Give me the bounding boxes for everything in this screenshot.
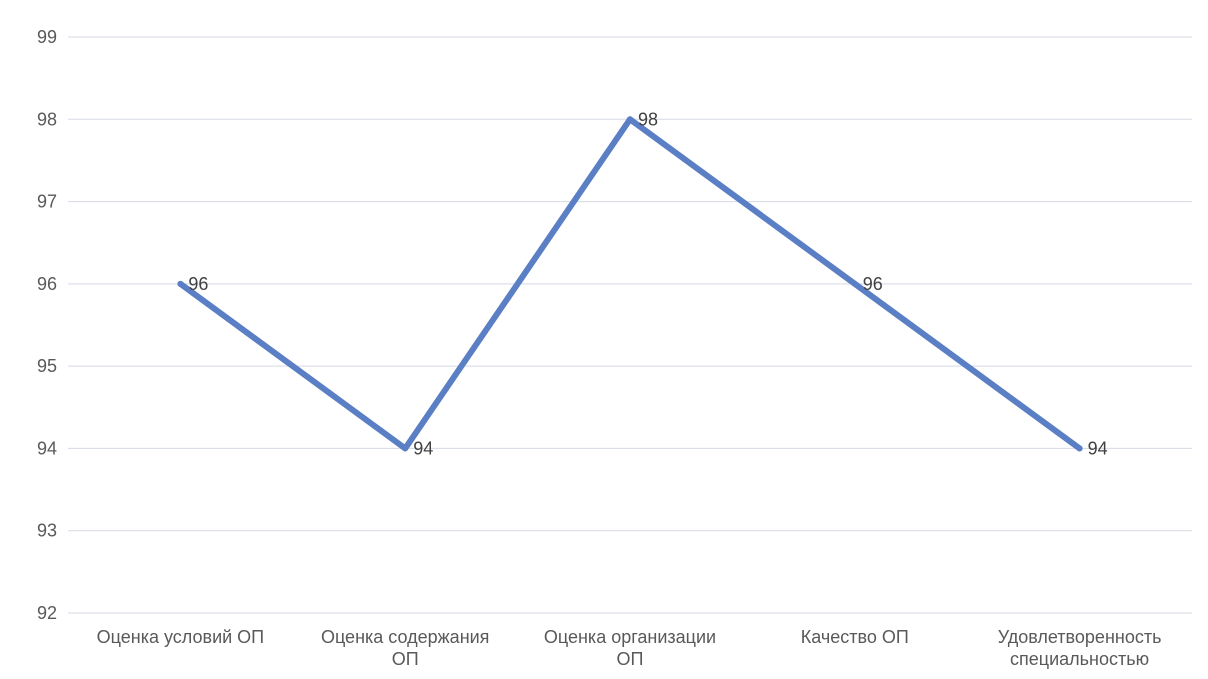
x-category-label-line: ОП bbox=[392, 649, 419, 669]
data-point bbox=[851, 280, 858, 287]
data-labels: 96 94 98 96 94 bbox=[188, 109, 1107, 458]
gridlines bbox=[68, 36, 1192, 614]
x-category-label: Оценка организации ОП bbox=[544, 627, 716, 669]
data-label: 96 bbox=[188, 274, 208, 294]
x-category-label-line: Оценка условий ОП bbox=[97, 627, 264, 647]
x-category-label-line: Оценка организации bbox=[544, 627, 716, 647]
x-category-label: Удовлетворенность специальностью bbox=[998, 627, 1162, 669]
x-category-label-line: Качество ОП bbox=[801, 627, 909, 647]
x-category-label-line: Оценка содержания bbox=[321, 627, 489, 647]
x-category-label-line: ОП bbox=[617, 649, 644, 669]
x-category-label-line: специальностью bbox=[1010, 649, 1149, 669]
y-tick-label: 94 bbox=[37, 438, 57, 458]
x-category-label: Оценка содержания ОП bbox=[321, 627, 489, 669]
y-tick-label: 99 bbox=[37, 27, 57, 47]
y-tick-label: 92 bbox=[37, 603, 57, 623]
y-tick-label: 93 bbox=[37, 521, 57, 541]
x-category-label: Качество ОП bbox=[801, 627, 909, 647]
data-label: 94 bbox=[413, 438, 433, 458]
x-category-label-line: Удовлетворенность bbox=[998, 627, 1162, 647]
data-label: 96 bbox=[863, 274, 883, 294]
y-tick-label: 98 bbox=[37, 109, 57, 129]
data-point bbox=[177, 280, 184, 287]
y-tick-label: 97 bbox=[37, 192, 57, 212]
data-point bbox=[402, 445, 409, 452]
data-point bbox=[1076, 445, 1083, 452]
series-lines bbox=[177, 116, 1083, 452]
x-axis-categories: Оценка условий ОП Оценка содержания ОПОцен… bbox=[97, 627, 1162, 669]
data-label: 98 bbox=[638, 109, 658, 129]
data-point bbox=[627, 116, 633, 123]
y-tick-label: 95 bbox=[37, 356, 57, 376]
data-label: 94 bbox=[1088, 438, 1108, 458]
y-axis-ticks: 92 93 94 95 96 97 98 99 bbox=[37, 27, 57, 623]
x-category-label: Оценка условий ОП bbox=[97, 627, 264, 647]
y-tick-label: 96 bbox=[37, 274, 57, 294]
